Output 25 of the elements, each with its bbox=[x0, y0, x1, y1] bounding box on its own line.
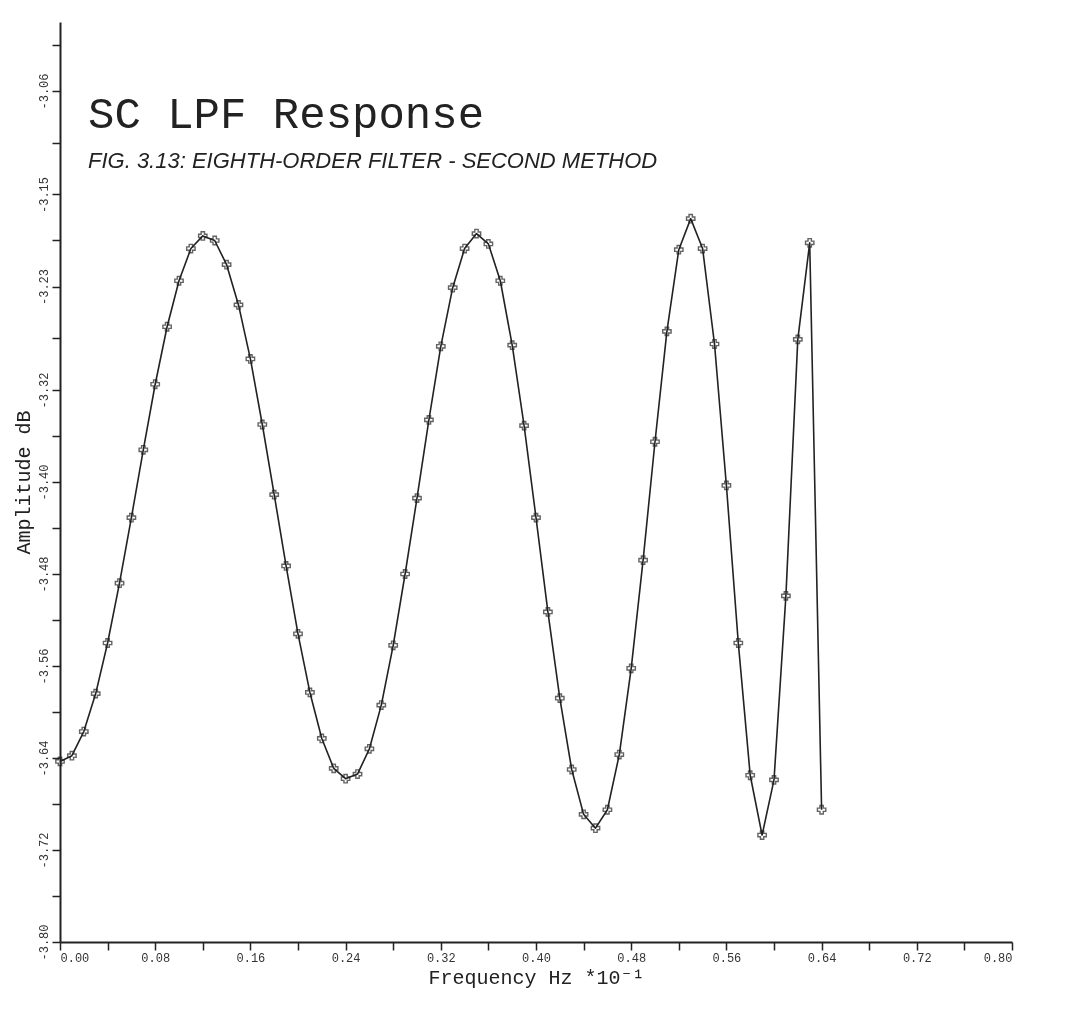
x-axis-title: Frequency Hz *10⁻¹ bbox=[428, 966, 645, 990]
y-tick-label: -3.48 bbox=[37, 556, 52, 593]
y-tick-label: -3.64 bbox=[37, 740, 52, 777]
y-tick-label: -3.80 bbox=[37, 924, 52, 961]
text: FIG. 3.13: EIGHTH-ORDER FILTER - SECOND METHOD bbox=[88, 148, 658, 173]
x-tick-label: 0.24 bbox=[331, 951, 361, 966]
text: SC LPF Response bbox=[88, 91, 485, 141]
x-tick-label: 0.72 bbox=[902, 951, 932, 966]
y-tick-label: -3.40 bbox=[37, 464, 52, 501]
y-tick-label: -3.23 bbox=[37, 268, 52, 306]
x-tick-label: 0.08 bbox=[141, 951, 171, 966]
y-tick-label: -3.06 bbox=[37, 73, 52, 110]
x-tick-label: 0.64 bbox=[807, 951, 837, 966]
x-tick-label: 0.16 bbox=[236, 951, 266, 966]
x-tick-label: 0.48 bbox=[617, 951, 647, 966]
y-axis-title: Amplitude dB bbox=[12, 410, 36, 555]
y-tick-label: -3.72 bbox=[37, 832, 52, 869]
x-tick-label: 0.00 bbox=[60, 951, 90, 966]
x-tick-label: 0.56 bbox=[712, 951, 742, 966]
y-tick-label: -3.56 bbox=[37, 648, 52, 685]
x-tick-label: 0.32 bbox=[426, 951, 456, 966]
x-tick-label: 0.80 bbox=[983, 951, 1013, 966]
y-tick-label: -3.15 bbox=[37, 176, 52, 214]
y-tick-label: -3.32 bbox=[37, 372, 52, 409]
x-tick-label: 0.40 bbox=[522, 951, 551, 966]
